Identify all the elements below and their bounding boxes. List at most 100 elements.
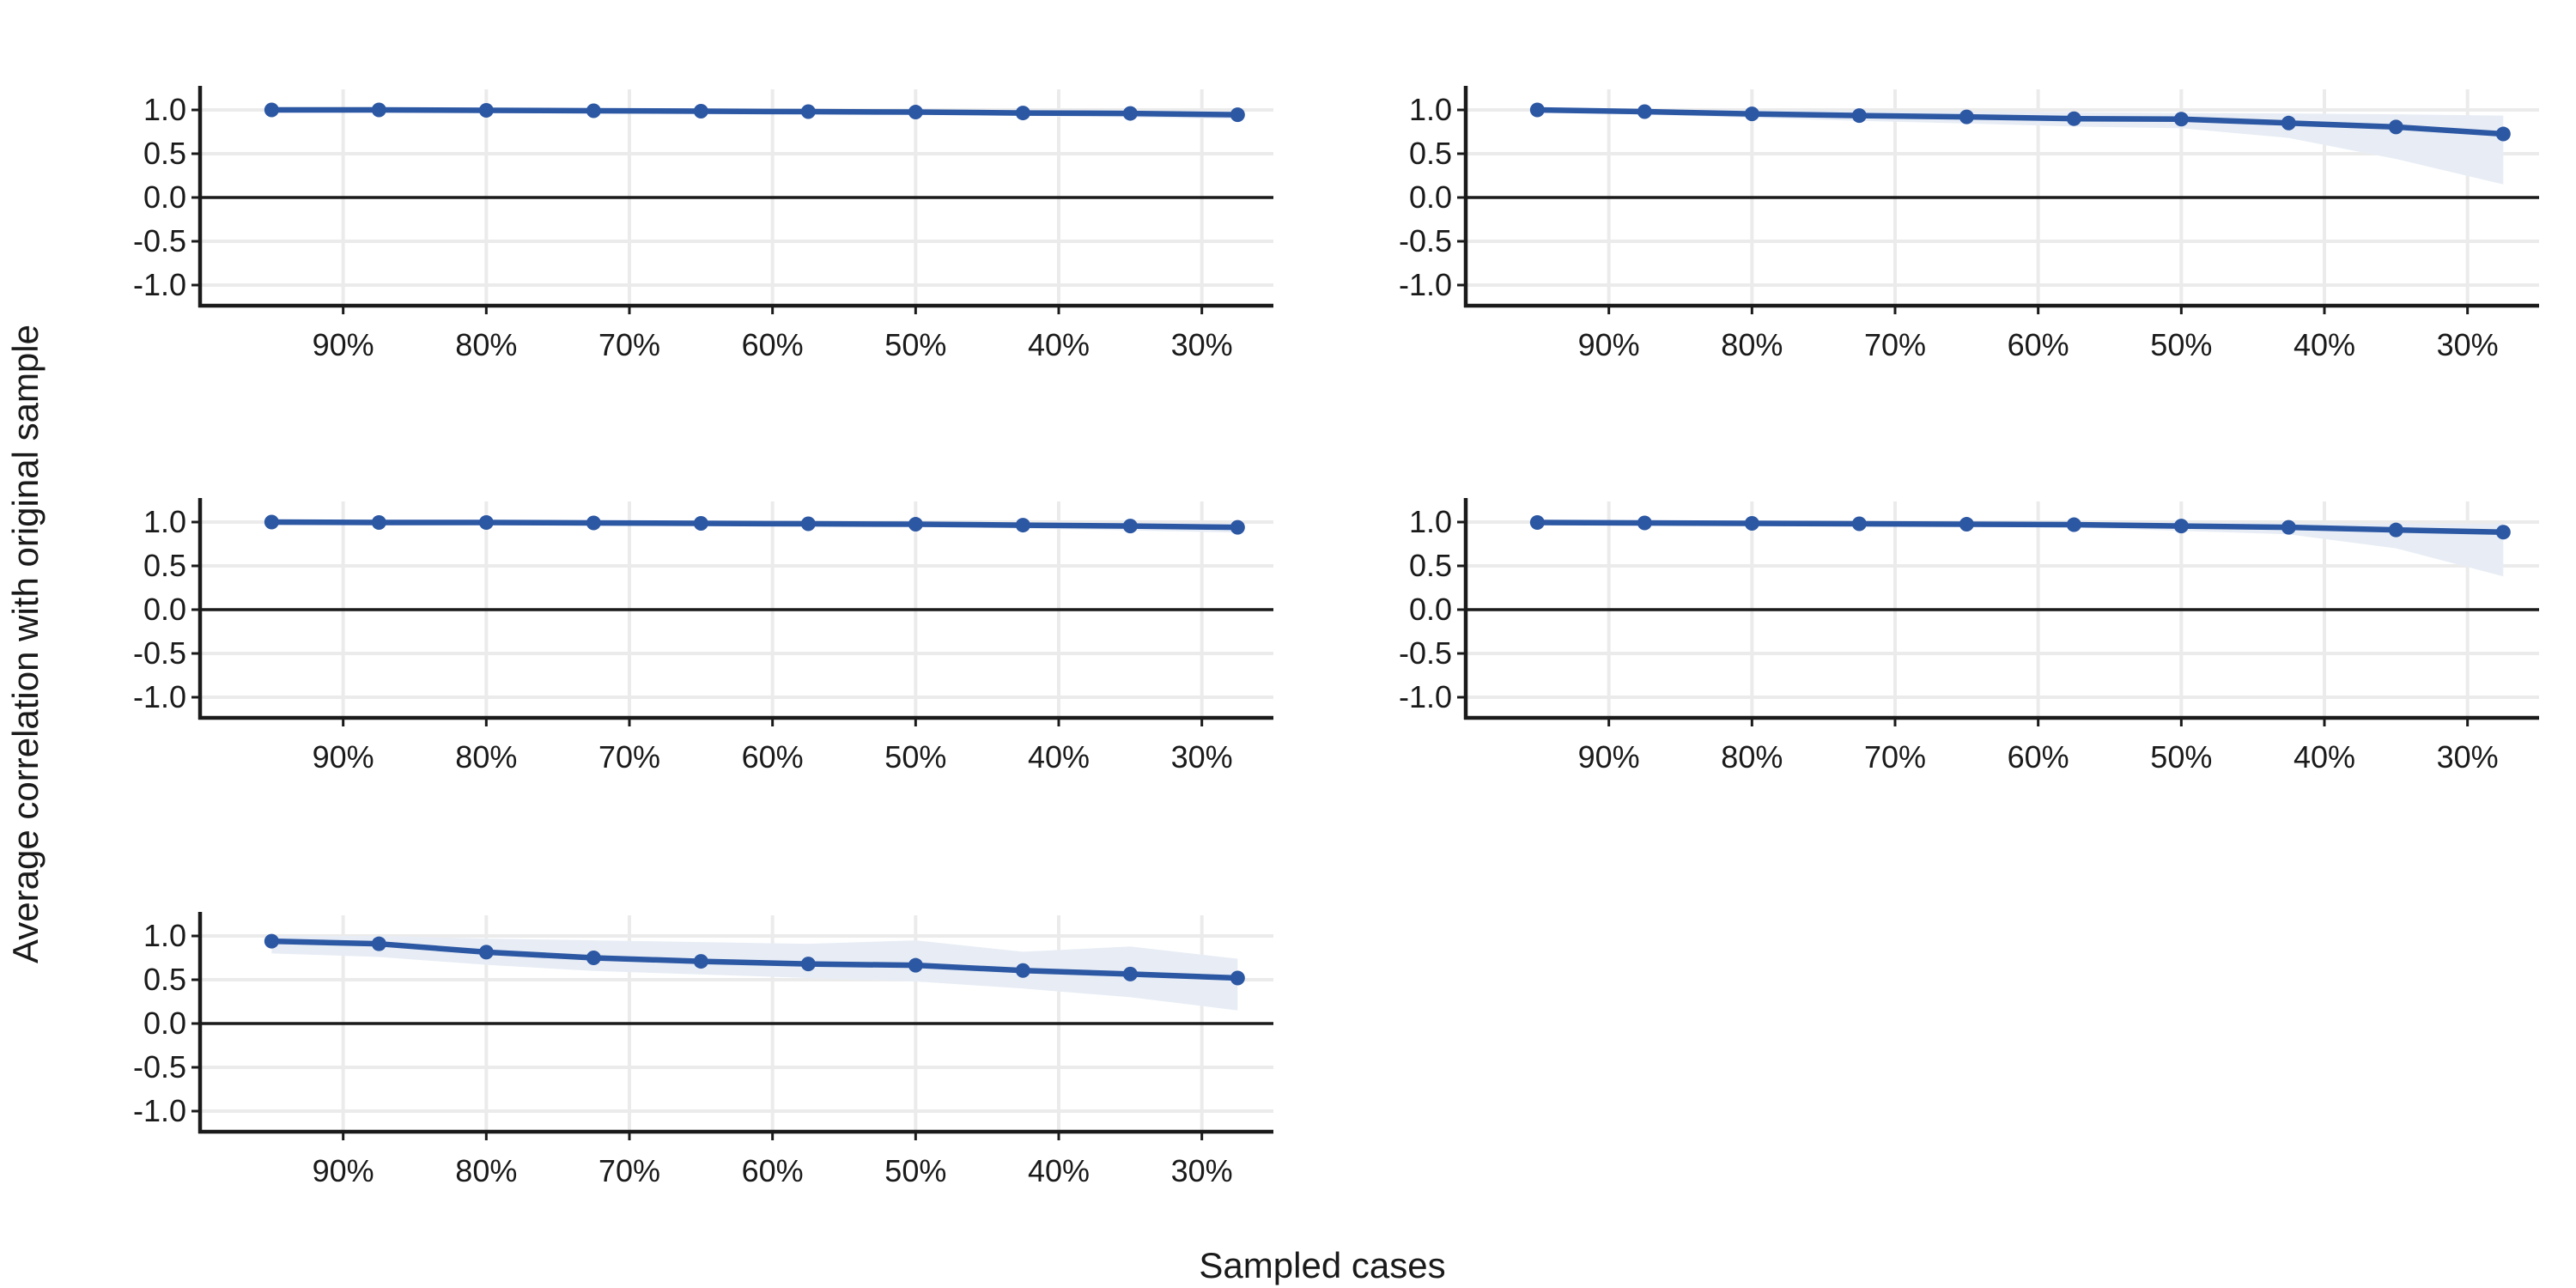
panel-middle-left: 1.0 0.5 0.0 -0.5 -1.0 90% 80% 70% 60% 50% 40% 30% <box>133 498 1273 775</box>
data-point <box>264 102 279 118</box>
confidence-band <box>1537 110 2504 185</box>
data-point <box>1959 517 1974 532</box>
y-tick-label: 1.0 <box>1409 504 1452 539</box>
data-point <box>2066 111 2081 126</box>
x-tick-label: 40% <box>2293 327 2355 362</box>
x-tick-label: 60% <box>742 1153 804 1188</box>
data-point <box>1529 102 1545 118</box>
data-point <box>371 936 386 951</box>
y-tick-label: -0.5 <box>133 635 186 671</box>
x-tick-label: 40% <box>2293 739 2355 775</box>
x-tick-label: 90% <box>313 1153 374 1188</box>
data-point <box>264 514 279 530</box>
data-point <box>2495 126 2511 142</box>
y-tick-label: 0.5 <box>1409 548 1452 583</box>
x-tick-label: 90% <box>313 327 374 362</box>
x-tick-label: 70% <box>598 1153 660 1188</box>
data-point <box>478 945 494 960</box>
x-tick-label: 70% <box>1864 327 1926 362</box>
x-tick-label: 50% <box>884 739 946 775</box>
data-point <box>908 517 923 532</box>
series-line <box>269 106 1241 118</box>
y-tick-label: 0.0 <box>1409 592 1452 627</box>
data-point <box>800 516 816 532</box>
data-point <box>908 105 923 120</box>
y-tick-label: 0.0 <box>143 1005 186 1041</box>
x-tick-label: 70% <box>598 327 660 362</box>
x-tick-label: 50% <box>884 1153 946 1188</box>
data-point <box>1015 963 1030 978</box>
x-tick-label: 80% <box>1721 739 1783 775</box>
y-axis-title: Average correlation with original sample <box>5 325 46 963</box>
data-point <box>908 957 923 973</box>
y-tick-label: 0.0 <box>1409 179 1452 215</box>
data-point <box>2281 115 2296 131</box>
x-tick-label: 90% <box>313 739 374 775</box>
y-tick-label: 0.5 <box>143 962 186 997</box>
x-tick-label: 30% <box>1171 327 1233 362</box>
x-axis-title: Sampled cases <box>1199 1245 1445 1285</box>
data-point <box>1015 518 1030 533</box>
x-tick-label: 50% <box>2150 739 2212 775</box>
data-point <box>478 515 494 531</box>
panel-top-left: 1.0 0.5 0.0 -0.5 -1.0 90% 80% 70% 60% 50% 40% 30% <box>133 86 1273 362</box>
panel-bottom-left: 1.0 0.5 0.0 -0.5 -1.0 90% 80% 70% 60% 50% 40% 30% <box>133 912 1273 1188</box>
series-line <box>269 938 1241 981</box>
x-tick-label: 50% <box>2150 327 2212 362</box>
data-point <box>693 954 708 969</box>
y-tick-label: 0.0 <box>143 179 186 215</box>
x-tick-label: 60% <box>2008 327 2069 362</box>
y-tick-label: -0.5 <box>133 223 186 258</box>
y-tick-label: 0.0 <box>143 592 186 627</box>
y-tick-label: -1.0 <box>133 679 186 714</box>
data-point <box>1230 107 1245 123</box>
data-point <box>1744 106 1759 122</box>
y-tick-label: -1.0 <box>133 1093 186 1128</box>
data-point <box>586 515 601 531</box>
y-tick-label: -0.5 <box>133 1049 186 1084</box>
x-tick-label: 70% <box>598 739 660 775</box>
y-tick-label: 1.0 <box>143 918 186 953</box>
data-point <box>2388 522 2403 538</box>
y-tick-label: 1.0 <box>143 92 186 127</box>
y-tick-label: 1.0 <box>143 504 186 539</box>
y-tick-label: 0.5 <box>1409 136 1452 171</box>
data-point <box>1637 515 1652 531</box>
y-tick-label: 0.5 <box>143 136 186 171</box>
data-point <box>1122 519 1138 534</box>
series-line <box>269 519 1241 531</box>
x-tick-label: 90% <box>1578 327 1640 362</box>
data-point <box>800 104 816 119</box>
x-tick-label: 60% <box>2008 739 2069 775</box>
panel-top-right: 1.0 0.5 0.0 -0.5 -1.0 90% 80% 70% 60% 50% 40% 30% <box>1399 86 2539 362</box>
data-point <box>264 933 279 949</box>
x-tick-label: 80% <box>1721 327 1783 362</box>
y-tick-label: 0.5 <box>143 548 186 583</box>
data-point <box>2066 517 2081 532</box>
data-point <box>1122 106 1138 121</box>
y-tick-label: -1.0 <box>1399 679 1452 714</box>
data-point <box>1230 519 1245 535</box>
series-line <box>1534 519 2506 535</box>
x-tick-label: 90% <box>1578 739 1640 775</box>
data-point <box>1744 516 1759 532</box>
x-tick-label: 40% <box>1028 327 1090 362</box>
data-point <box>371 102 386 118</box>
data-point <box>693 516 708 532</box>
data-point <box>1851 108 1867 124</box>
data-point <box>1122 966 1138 981</box>
x-tick-label: 30% <box>2437 327 2499 362</box>
y-tick-label: -0.5 <box>1399 223 1452 258</box>
data-point <box>2281 519 2296 535</box>
data-point <box>693 104 708 119</box>
y-tick-label: -0.5 <box>1399 635 1452 671</box>
x-tick-label: 30% <box>2437 739 2499 775</box>
data-point <box>2173 112 2189 127</box>
data-point <box>1637 104 1652 119</box>
chart-panels: 1.0 0.5 0.0 -0.5 -1.0 90% 80% 70% 60% 50% 40% 30% 1.… <box>133 86 2539 1188</box>
x-tick-label: 80% <box>455 327 517 362</box>
data-point <box>478 103 494 118</box>
y-tick-label: 1.0 <box>1409 92 1452 127</box>
x-tick-label: 30% <box>1171 739 1233 775</box>
